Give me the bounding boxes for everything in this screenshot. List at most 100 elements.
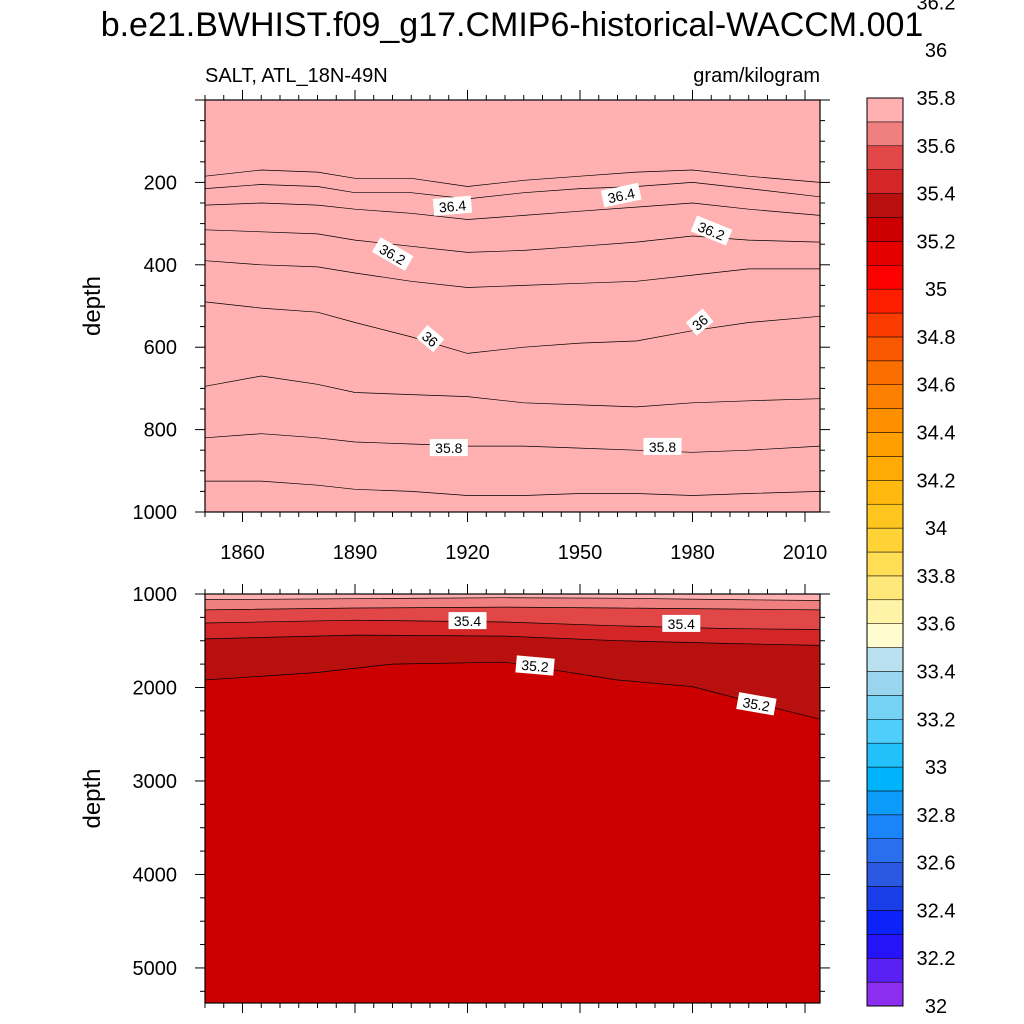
colorbar-swatch <box>866 193 904 218</box>
colorbar-swatch <box>866 599 904 624</box>
colorbar-swatch <box>866 886 904 911</box>
colorbar-tick-label: 33.6 <box>917 614 956 636</box>
contour-label: 36.4 <box>600 182 642 208</box>
contour-label-text: 36.4 <box>606 185 636 206</box>
colorbar-swatch <box>866 336 904 362</box>
colorbar-swatch <box>866 384 904 409</box>
y-tick-label: 1000 <box>133 502 178 524</box>
colorbar-swatch <box>866 121 904 147</box>
contour-line <box>205 606 820 611</box>
y-tick-label: 800 <box>144 420 177 442</box>
colorbar-swatch <box>866 575 904 601</box>
y-tick-label: 1000 <box>133 584 178 606</box>
contour-label: 35.2 <box>515 655 555 676</box>
y-axis-label: depth <box>79 276 106 336</box>
contour-line <box>205 229 820 253</box>
colorbar-swatch <box>866 910 904 935</box>
colorbar-tick-label: 32.2 <box>917 948 956 970</box>
colorbar-swatch <box>866 360 904 385</box>
colorbar-tick-label: 34.6 <box>917 375 956 397</box>
colorbar-tick-label: 34.8 <box>917 327 956 349</box>
x-tick-label: 1860 <box>220 542 265 564</box>
colorbar-frame <box>866 97 904 1007</box>
colorbar-swatch <box>866 503 904 529</box>
contour-label: 35.4 <box>662 614 701 632</box>
colorbar-swatch <box>866 742 904 768</box>
contour-fill-region <box>205 662 820 1003</box>
colorbar-swatch <box>866 766 904 792</box>
colorbar-tick-label: 32.8 <box>917 805 956 827</box>
colorbar-swatch <box>866 551 904 577</box>
colorbar-swatch <box>866 265 904 290</box>
colorbar-swatch <box>866 838 904 863</box>
colorbar-tick-label: 35.8 <box>917 88 956 110</box>
contour-fill-region <box>205 481 820 512</box>
colorbar-tick-label: 35.4 <box>917 184 956 206</box>
contour-label-text: 35.4 <box>668 616 695 632</box>
colorbar-swatch <box>866 145 904 170</box>
colorbar-swatch <box>866 719 904 744</box>
y-tick-label: 5000 <box>133 958 178 980</box>
y-tick-label: 600 <box>144 337 177 359</box>
y-tick-label: 4000 <box>133 864 178 886</box>
contour-label: 35.2 <box>736 692 777 716</box>
contour-label: 35.8 <box>643 437 682 455</box>
colorbar-swatch <box>866 790 904 816</box>
colorbar-swatch <box>866 312 904 338</box>
colorbar-swatch <box>866 97 904 123</box>
contour-label-text: 35.2 <box>521 657 550 675</box>
contour-label-text: 35.8 <box>649 439 676 455</box>
plot-frame <box>204 593 821 1004</box>
colorbar-tick-label: 35.6 <box>917 136 956 158</box>
colorbar-swatch <box>866 480 904 505</box>
colorbar-tick-label: 33.8 <box>917 566 956 588</box>
contour-line <box>205 597 820 601</box>
colorbar-swatch <box>866 623 904 648</box>
colorbar-swatch <box>866 934 904 959</box>
contour-line <box>205 480 820 496</box>
x-tick-label: 1950 <box>558 542 603 564</box>
colorbar: 36.436.23635.835.635.435.23534.834.634.4… <box>866 0 956 1018</box>
colorbar-swatch <box>866 671 904 696</box>
colorbar-swatch <box>866 981 904 1007</box>
lower-panel: 35.4 35.4 35.2 35.2 1000 2000 3000 4000 5000 dept… <box>79 584 830 1013</box>
x-tick-label: 1980 <box>670 542 715 564</box>
colorbar-tick-label: 36.2 <box>917 0 956 14</box>
colorbar-swatch <box>866 241 904 266</box>
colorbar-tick-label: 33.2 <box>917 709 956 731</box>
colorbar-tick-label: 32.4 <box>917 900 956 922</box>
colorbar-swatch <box>866 647 904 672</box>
colorbar-swatch <box>866 814 904 839</box>
colorbar-swatch <box>866 408 904 433</box>
colorbar-swatch <box>866 432 904 457</box>
y-axis-label: depth <box>79 768 106 828</box>
x-tick-label: 2010 <box>783 542 828 564</box>
y-tick-label: 3000 <box>133 771 178 793</box>
contour-label-text: 36.4 <box>438 197 467 215</box>
colorbar-tick-label: 35 <box>925 279 947 301</box>
contour-line <box>205 202 820 220</box>
colorbar-tick-label: 33.4 <box>917 662 956 684</box>
contour-label: 35.8 <box>429 439 468 457</box>
y-tick-label: 200 <box>144 172 177 194</box>
units-label: gram/kilogram <box>693 65 820 87</box>
variable-region-label: SALT, ATL_18N-49N <box>205 65 388 87</box>
contour-line <box>205 433 820 453</box>
contour-label: 36.4 <box>432 195 473 216</box>
colorbar-tick-label: 36 <box>925 40 947 62</box>
colorbar-swatch <box>866 456 904 481</box>
x-tick-label: 1890 <box>333 542 378 564</box>
colorbar-swatch <box>866 862 904 887</box>
colorbar-swatch <box>866 288 904 314</box>
contour-label: 36 <box>416 325 445 353</box>
contour-label-text: 35.2 <box>741 694 771 715</box>
contour-line <box>205 260 820 288</box>
contour-line <box>205 169 820 187</box>
colorbar-swatch <box>866 217 904 242</box>
colorbar-tick-label: 33 <box>925 757 947 779</box>
contour-line <box>205 619 820 630</box>
colorbar-tick-label: 34 <box>925 518 947 540</box>
contour-label: 36 <box>685 308 714 336</box>
